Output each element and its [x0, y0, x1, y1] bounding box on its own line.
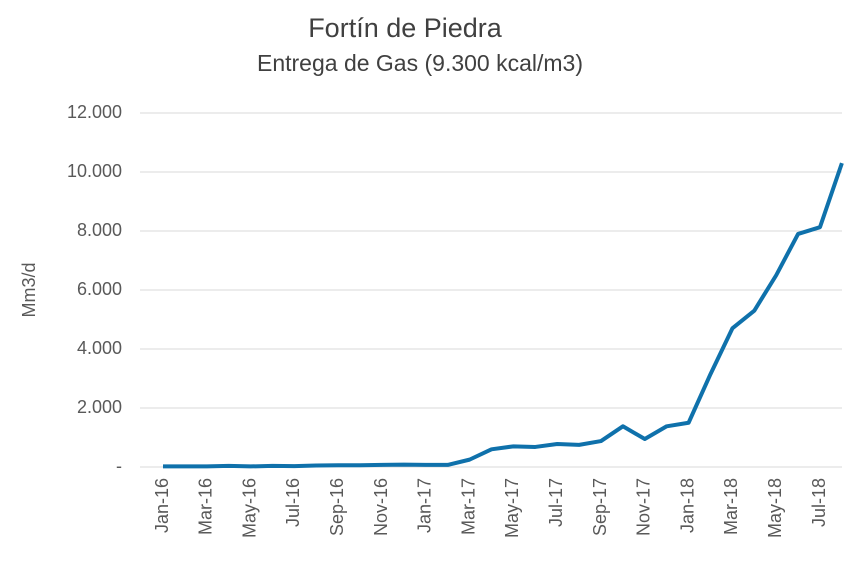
x-tick-label: Nov-16 — [371, 478, 391, 536]
x-tick-label: May-17 — [502, 478, 522, 538]
y-tick-label: 6.000 — [77, 279, 122, 299]
y-tick-label: 2.000 — [77, 397, 122, 417]
x-tick-label: Jan-16 — [152, 478, 172, 533]
y-tick-label: 4.000 — [77, 338, 122, 358]
x-tick-label: May-18 — [765, 478, 785, 538]
x-tick-label: Jan-18 — [677, 478, 697, 533]
x-tick-label: May-16 — [239, 478, 259, 538]
y-tick-label: - — [116, 456, 122, 476]
x-tick-label: Mar-17 — [458, 478, 478, 535]
x-tick-label: Jul-16 — [283, 478, 303, 527]
y-tick-label: 12.000 — [67, 102, 122, 122]
x-tick-label: Mar-16 — [196, 478, 216, 535]
y-tick-label: 10.000 — [67, 161, 122, 181]
x-tick-label: Jul-18 — [809, 478, 829, 527]
x-tick-label: Sep-17 — [590, 478, 610, 536]
x-tick-label: Sep-16 — [327, 478, 347, 536]
line-series — [163, 162, 844, 469]
chart-subtitle: Entrega de Gas (9.300 kcal/m3) — [257, 50, 583, 76]
y-axis-label: Mm3/d — [19, 262, 39, 317]
x-tick-label: Mar-18 — [721, 478, 741, 535]
x-tick-label: Jul-17 — [546, 478, 566, 527]
y-tick-label: 8.000 — [77, 220, 122, 240]
chart-title: Fortín de Piedra — [308, 13, 503, 43]
x-tick-label: Jan-17 — [415, 478, 435, 533]
x-tick-label: Nov-17 — [634, 478, 654, 536]
